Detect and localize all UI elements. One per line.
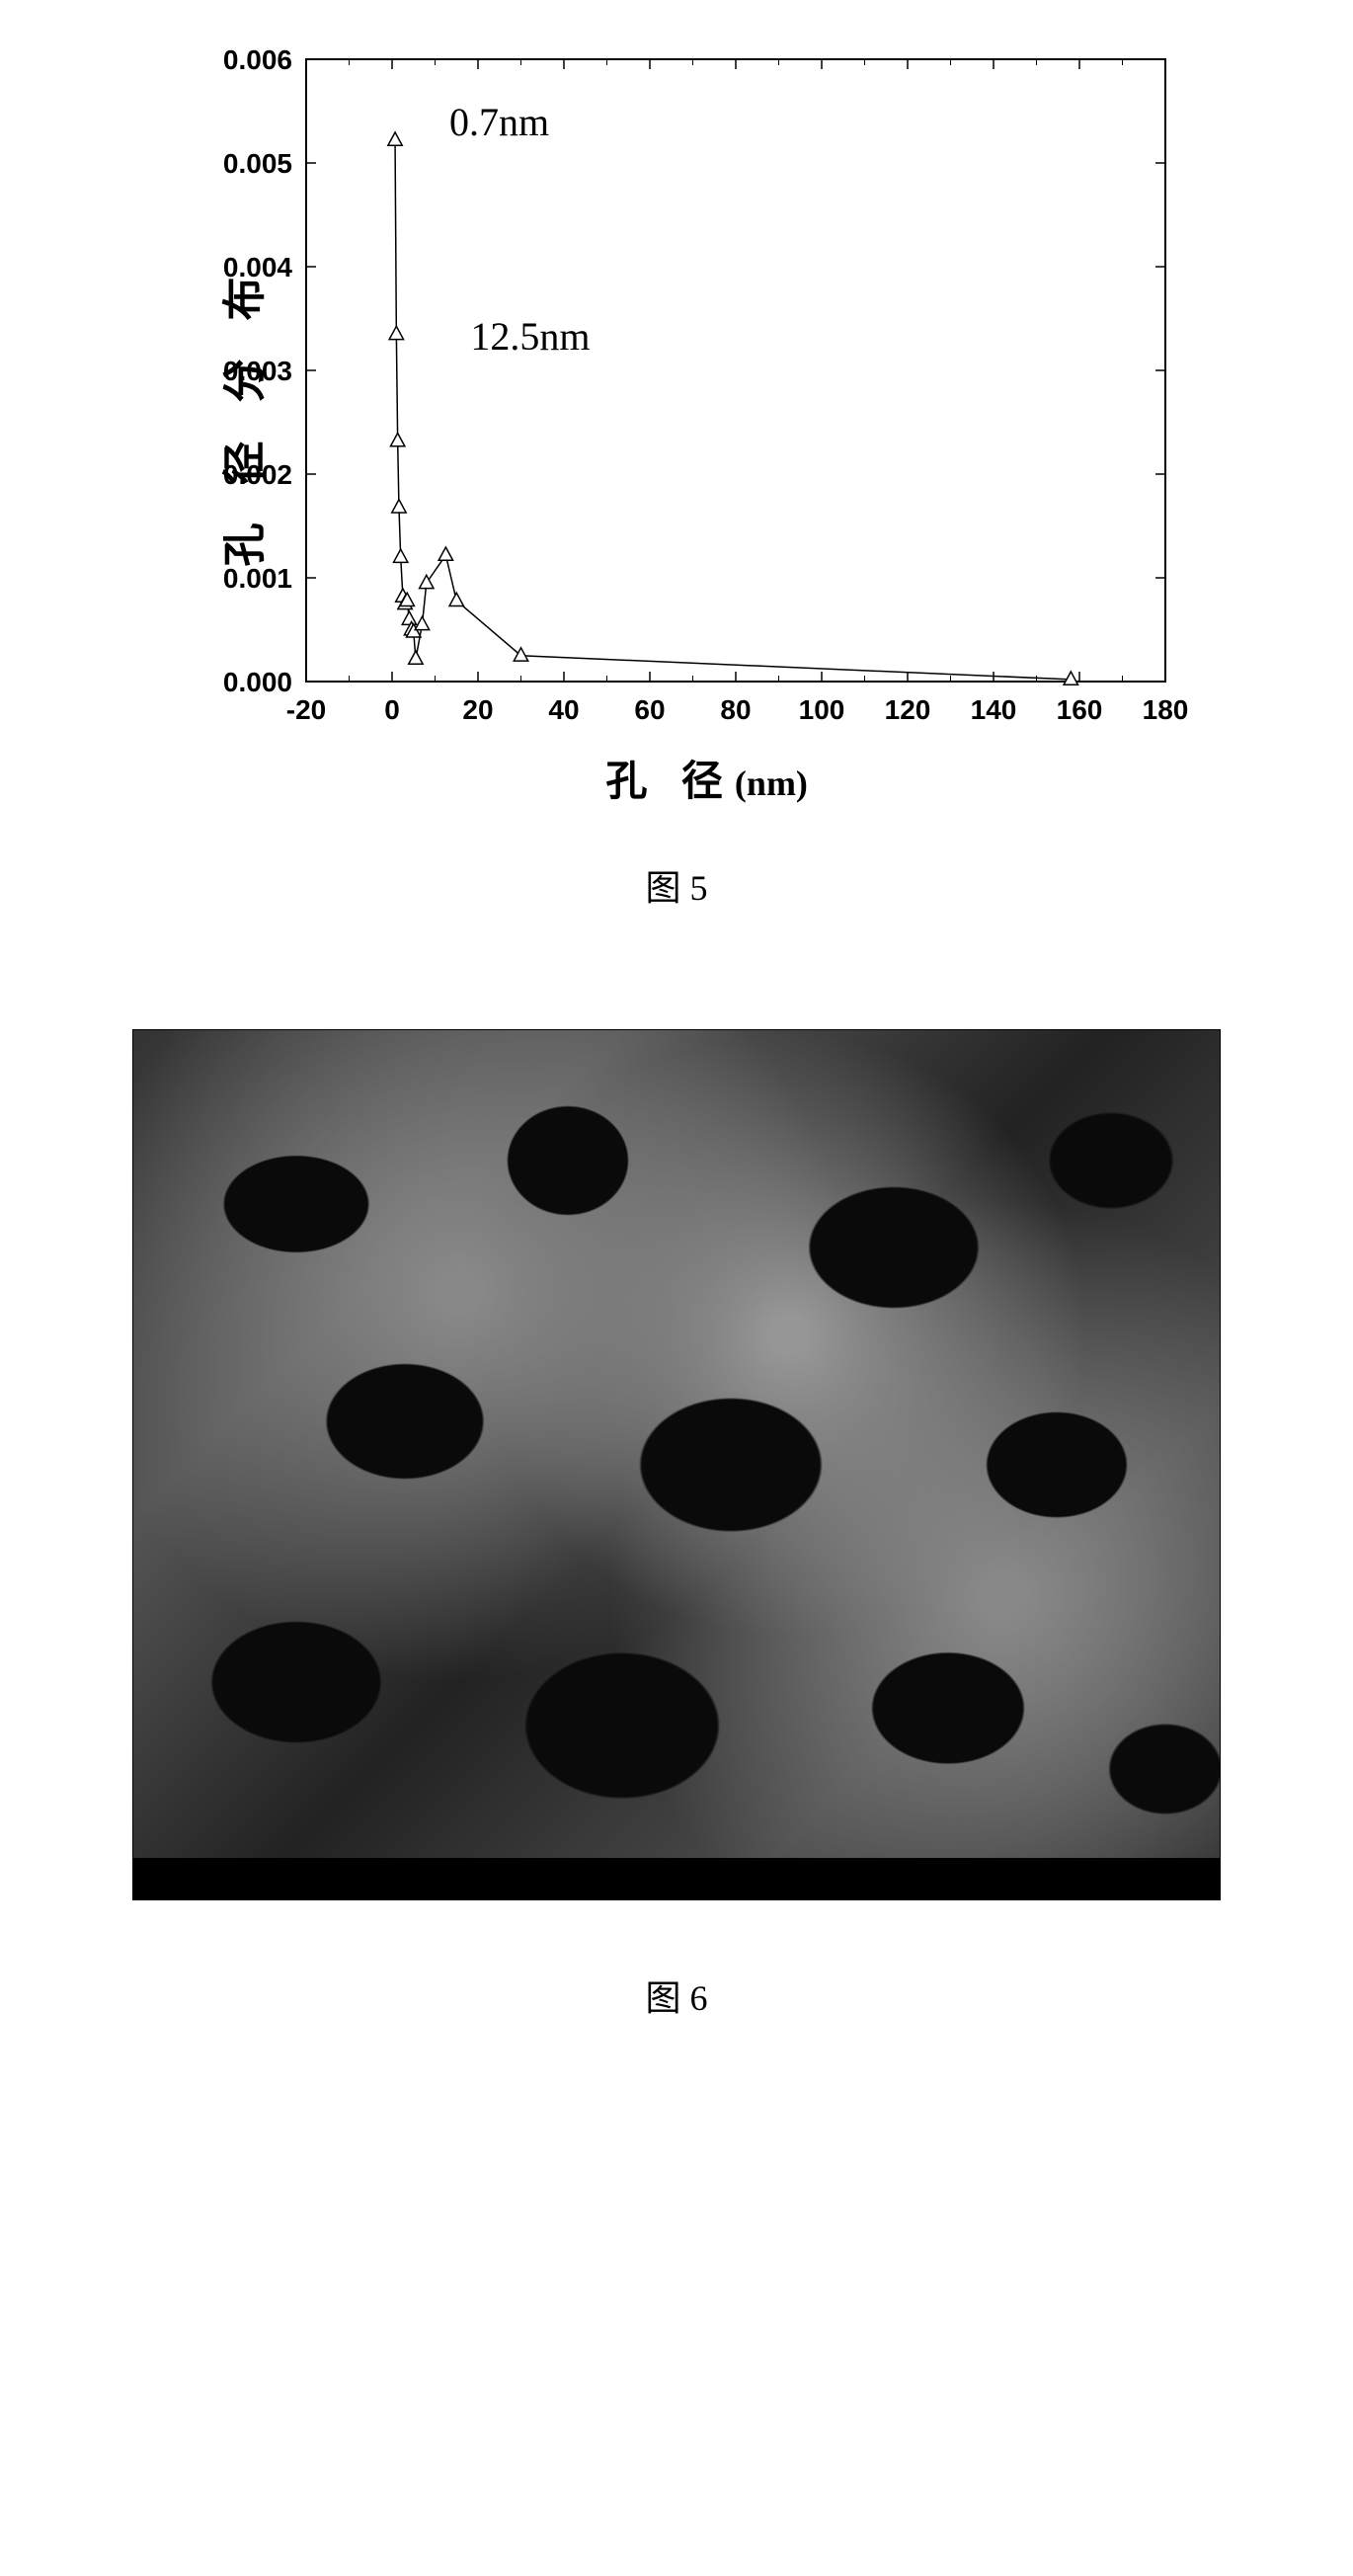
figure-5-block: -20 0 20 40 60 80 100 120 140 160 180 0.000 0.001 0.0… bbox=[40, 40, 1313, 911]
chart-annotation: 0.7nm bbox=[449, 99, 549, 145]
svg-text:-20: -20 bbox=[286, 694, 326, 725]
figure-6-caption: 图 6 bbox=[40, 1970, 1313, 2021]
figure-5-caption: 图 5 bbox=[40, 859, 1313, 911]
x-axis-label: 孔 径(nm) bbox=[605, 748, 808, 808]
svg-text:0: 0 bbox=[384, 694, 400, 725]
svg-text:0.006: 0.006 bbox=[223, 44, 292, 75]
svg-text:80: 80 bbox=[720, 694, 751, 725]
y-axis-label: 孔 径 分 布 bbox=[209, 264, 273, 567]
svg-text:0.005: 0.005 bbox=[223, 148, 292, 179]
sem-image bbox=[132, 1029, 1221, 1900]
svg-text:60: 60 bbox=[634, 694, 665, 725]
chart-annotation: 12.5nm bbox=[470, 313, 590, 360]
svg-text:160: 160 bbox=[1057, 694, 1103, 725]
figure-6-block: 图 6 bbox=[40, 1029, 1313, 2021]
svg-text:100: 100 bbox=[799, 694, 845, 725]
svg-text:0.001: 0.001 bbox=[223, 563, 292, 594]
svg-text:0.000: 0.000 bbox=[223, 667, 292, 697]
pore-size-chart: -20 0 20 40 60 80 100 120 140 160 180 0.000 0.001 0.0… bbox=[158, 40, 1195, 790]
svg-text:120: 120 bbox=[885, 694, 931, 725]
svg-text:180: 180 bbox=[1143, 694, 1189, 725]
svg-text:40: 40 bbox=[548, 694, 579, 725]
svg-text:20: 20 bbox=[462, 694, 493, 725]
svg-text:140: 140 bbox=[971, 694, 1017, 725]
chart-svg: -20 0 20 40 60 80 100 120 140 160 180 0.000 0.001 0.0… bbox=[158, 40, 1195, 790]
